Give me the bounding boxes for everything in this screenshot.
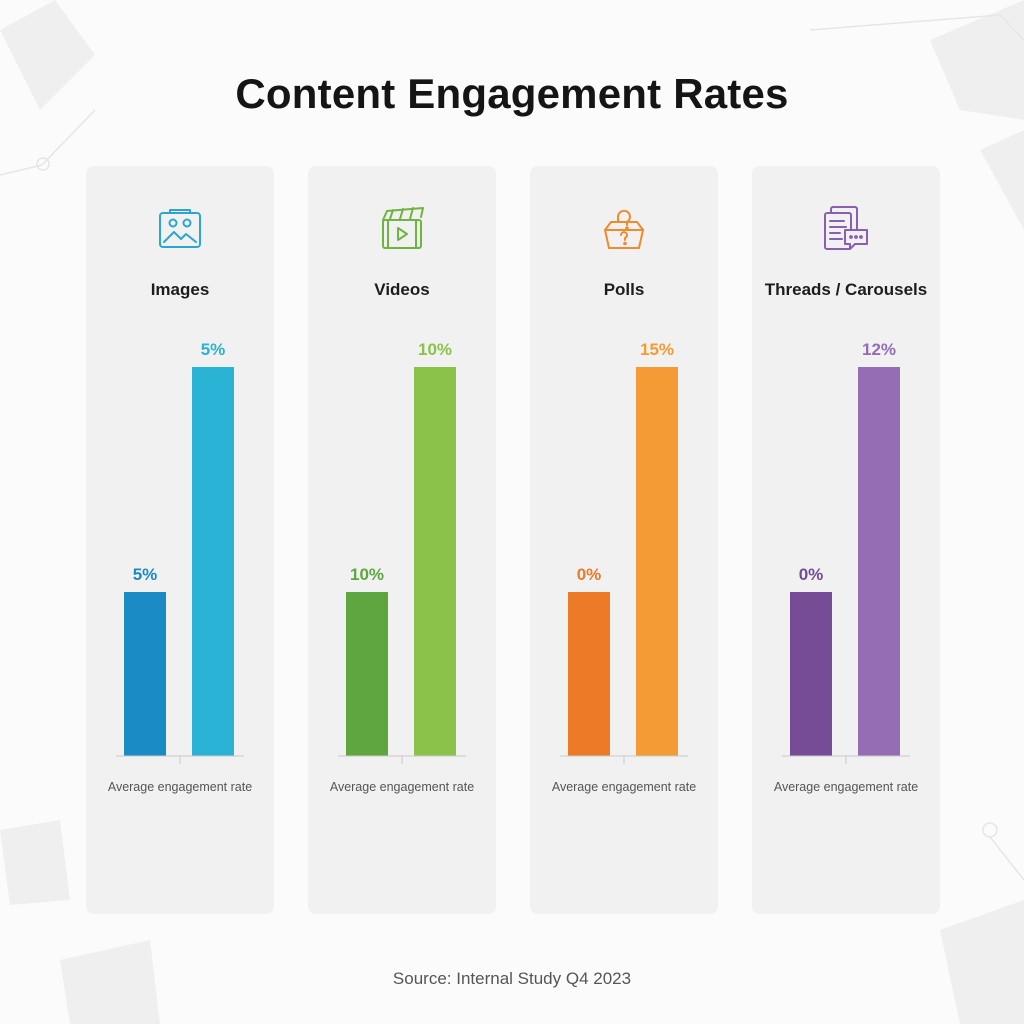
bar-2: [636, 367, 678, 756]
bar-label-2: 10%: [418, 340, 452, 359]
bar-label-1: 10%: [350, 565, 384, 584]
source-note: Source: Internal Study Q4 2023: [392, 969, 632, 988]
bar-1: [124, 592, 166, 756]
chart-title: Content Engagement Rates: [235, 70, 789, 117]
axis-label: Average engagement rate: [329, 780, 475, 794]
bar-label-1: 0%: [577, 565, 602, 584]
panel-images: Images 5% 5% Average engagement rate: [86, 166, 274, 914]
bar-2: [192, 367, 234, 756]
bar-2: [414, 367, 456, 756]
poll-icon: [599, 204, 649, 254]
video-icon: [377, 204, 427, 254]
axis-label: Average engagement rate: [107, 780, 253, 794]
bar-label-1: 0%: [799, 565, 824, 584]
bar-label-2: 15%: [640, 340, 674, 359]
bar-1: [568, 592, 610, 756]
bar-label-2: 5%: [201, 340, 226, 359]
axis-label: Average engagement rate: [773, 780, 919, 794]
bar-1: [790, 592, 832, 756]
threads-icon: [821, 204, 871, 254]
category-label: Polls: [603, 280, 645, 299]
category-label: Images: [150, 280, 210, 299]
category-label: Threads / Carousels: [764, 280, 928, 299]
panel-threads-carousels: Threads / Carousels 0% 12% Average engag…: [752, 166, 940, 914]
category-label: Videos: [374, 280, 430, 299]
image-icon: [155, 204, 205, 254]
bar-label-1: 5%: [133, 565, 158, 584]
panel-polls: Polls 0% 15% Average engagement rate: [530, 166, 718, 914]
bar-1: [346, 592, 388, 756]
bar-2: [858, 367, 900, 756]
bar-label-2: 12%: [862, 340, 896, 359]
axis-label: Average engagement rate: [551, 780, 697, 794]
panel-videos: Videos 10% 10% Average engagement rate: [308, 166, 496, 914]
